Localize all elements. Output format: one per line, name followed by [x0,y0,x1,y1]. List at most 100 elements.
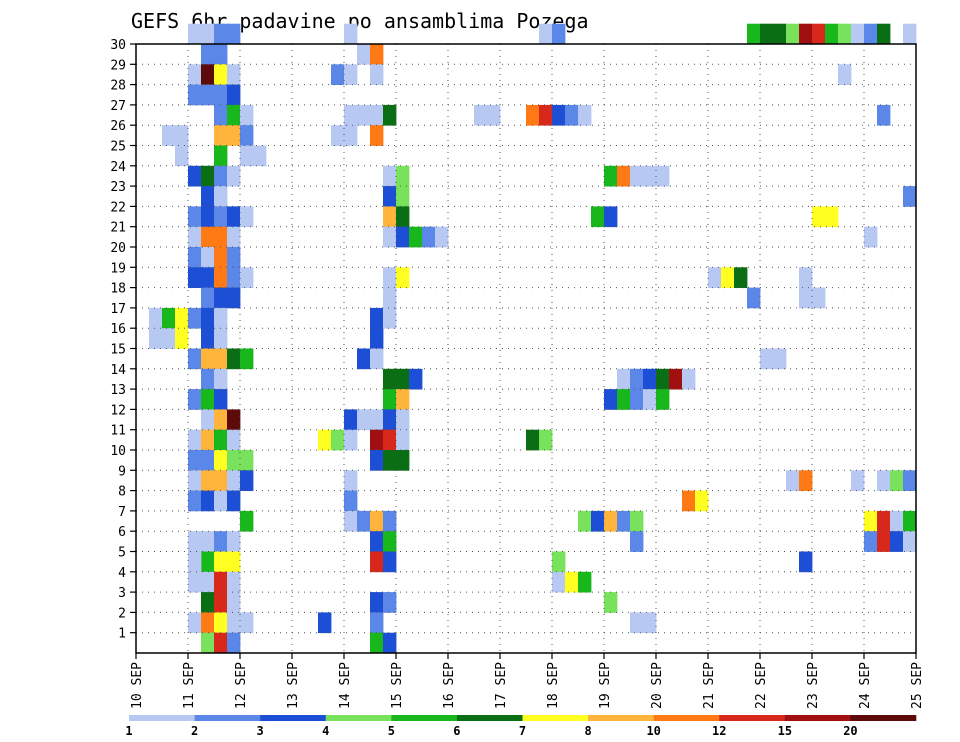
y-tick-label: 8 [118,485,126,500]
heatmap-cell [201,206,215,228]
heatmap-cell [747,23,761,45]
heatmap-cell [201,612,215,634]
x-tick-label: 18 SEP [546,662,561,709]
y-axis: 1234567891011121314151617181920212223242… [110,38,136,642]
heatmap-cell [201,409,215,431]
heatmap-cell [877,104,891,126]
x-tick-label: 14 SEP [338,662,353,709]
heatmap-cell [370,348,384,370]
y-tick-label: 14 [110,363,126,378]
colorbar-label: 6 [453,724,460,738]
heatmap-cell [760,23,774,45]
colorbar-label: 15 [778,724,792,738]
heatmap-cell [370,64,384,85]
heatmap-cell [383,409,397,431]
heatmap-cell [890,510,904,532]
heatmap-cell [214,145,228,167]
heatmap-cell [773,23,787,45]
heatmap-cell [227,490,241,512]
heatmap-cell [864,23,878,45]
x-tick-label: 21 SEP [702,662,717,709]
heatmap-cell [617,510,631,532]
heatmap-cell [799,551,813,573]
heatmap-cell [331,64,345,85]
heatmap-cell [344,104,358,126]
heatmap-cell [201,571,215,593]
heatmap-cell [799,470,813,491]
heatmap-cell [409,368,423,390]
x-tick-label: 16 SEP [442,662,457,709]
heatmap-cell [227,409,241,431]
heatmap-cell [201,328,215,349]
x-tick-label: 19 SEP [598,662,613,709]
heatmap-cell [604,510,618,532]
heatmap-cell [227,165,241,187]
heatmap-cell [383,592,397,613]
heatmap-cell [656,368,670,390]
heatmap-cell [344,409,358,431]
y-tick-label: 12 [110,403,126,418]
heatmap-cell [578,510,592,532]
heatmap-cell [344,23,358,45]
heatmap-cell [370,44,384,65]
heatmap-cell [188,247,202,268]
colorbar-label: 3 [257,724,264,738]
heatmap-cell [617,368,631,390]
heatmap-cell [201,531,215,552]
y-tick-label: 26 [110,119,126,134]
heatmap-cell [188,267,202,288]
heatmap-cell [188,450,202,471]
x-tick-label: 24 SEP [858,662,873,709]
colorbar-label: 5 [388,724,395,738]
heatmap-cell [175,307,189,329]
y-tick-label: 30 [110,38,126,53]
heatmap-cell [227,470,241,491]
heatmap-cell [149,307,163,329]
colorbar-label: 4 [322,724,329,738]
heatmap-cell [838,64,852,85]
heatmap-cell [773,348,787,370]
grid-lines [136,43,916,653]
heatmap-cell [201,226,215,248]
colorbar-label: 12 [712,724,726,738]
heatmap-cell [240,104,254,126]
heatmap-cell [539,104,553,126]
y-tick-label: 23 [110,180,126,195]
heatmap-cell [227,226,241,248]
heatmap-cell [214,531,228,552]
heatmap-cell [591,206,605,228]
heatmap-cell [682,490,696,512]
heatmap-cell [370,328,384,349]
heatmap-cell [188,226,202,248]
heatmap-cell [188,165,202,187]
heatmap-cell [799,267,813,288]
heatmap-cell [877,531,891,552]
heatmap-cell [175,328,189,349]
colorbar-swatch [850,715,917,721]
heatmap-cell [825,206,839,228]
heatmap-cell [240,612,254,634]
heatmap-cell [903,510,917,532]
heatmap-cell [617,165,631,187]
heatmap-cell [383,368,397,390]
colorbar-label: 10 [646,724,660,738]
heatmap-cell [201,551,215,573]
heatmap-cell [578,571,592,593]
heatmap-cell [188,429,202,451]
heatmap-cell [604,592,618,613]
x-tick-label: 10 SEP [130,662,145,709]
x-tick-label: 17 SEP [494,662,509,709]
heatmap-cell [851,470,865,491]
heatmap-cell [799,23,813,45]
heatmap-cell [487,104,501,126]
heatmap-cell [357,409,371,431]
y-tick-label: 16 [110,322,126,337]
y-tick-label: 6 [118,525,126,540]
heatmap-cell [383,510,397,532]
heatmap-cell [201,186,215,207]
heatmap-cell [240,145,254,167]
y-tick-label: 19 [110,261,126,276]
heatmap-cell [604,389,618,410]
heatmap-cell [214,226,228,248]
heatmap-cell [396,389,410,410]
